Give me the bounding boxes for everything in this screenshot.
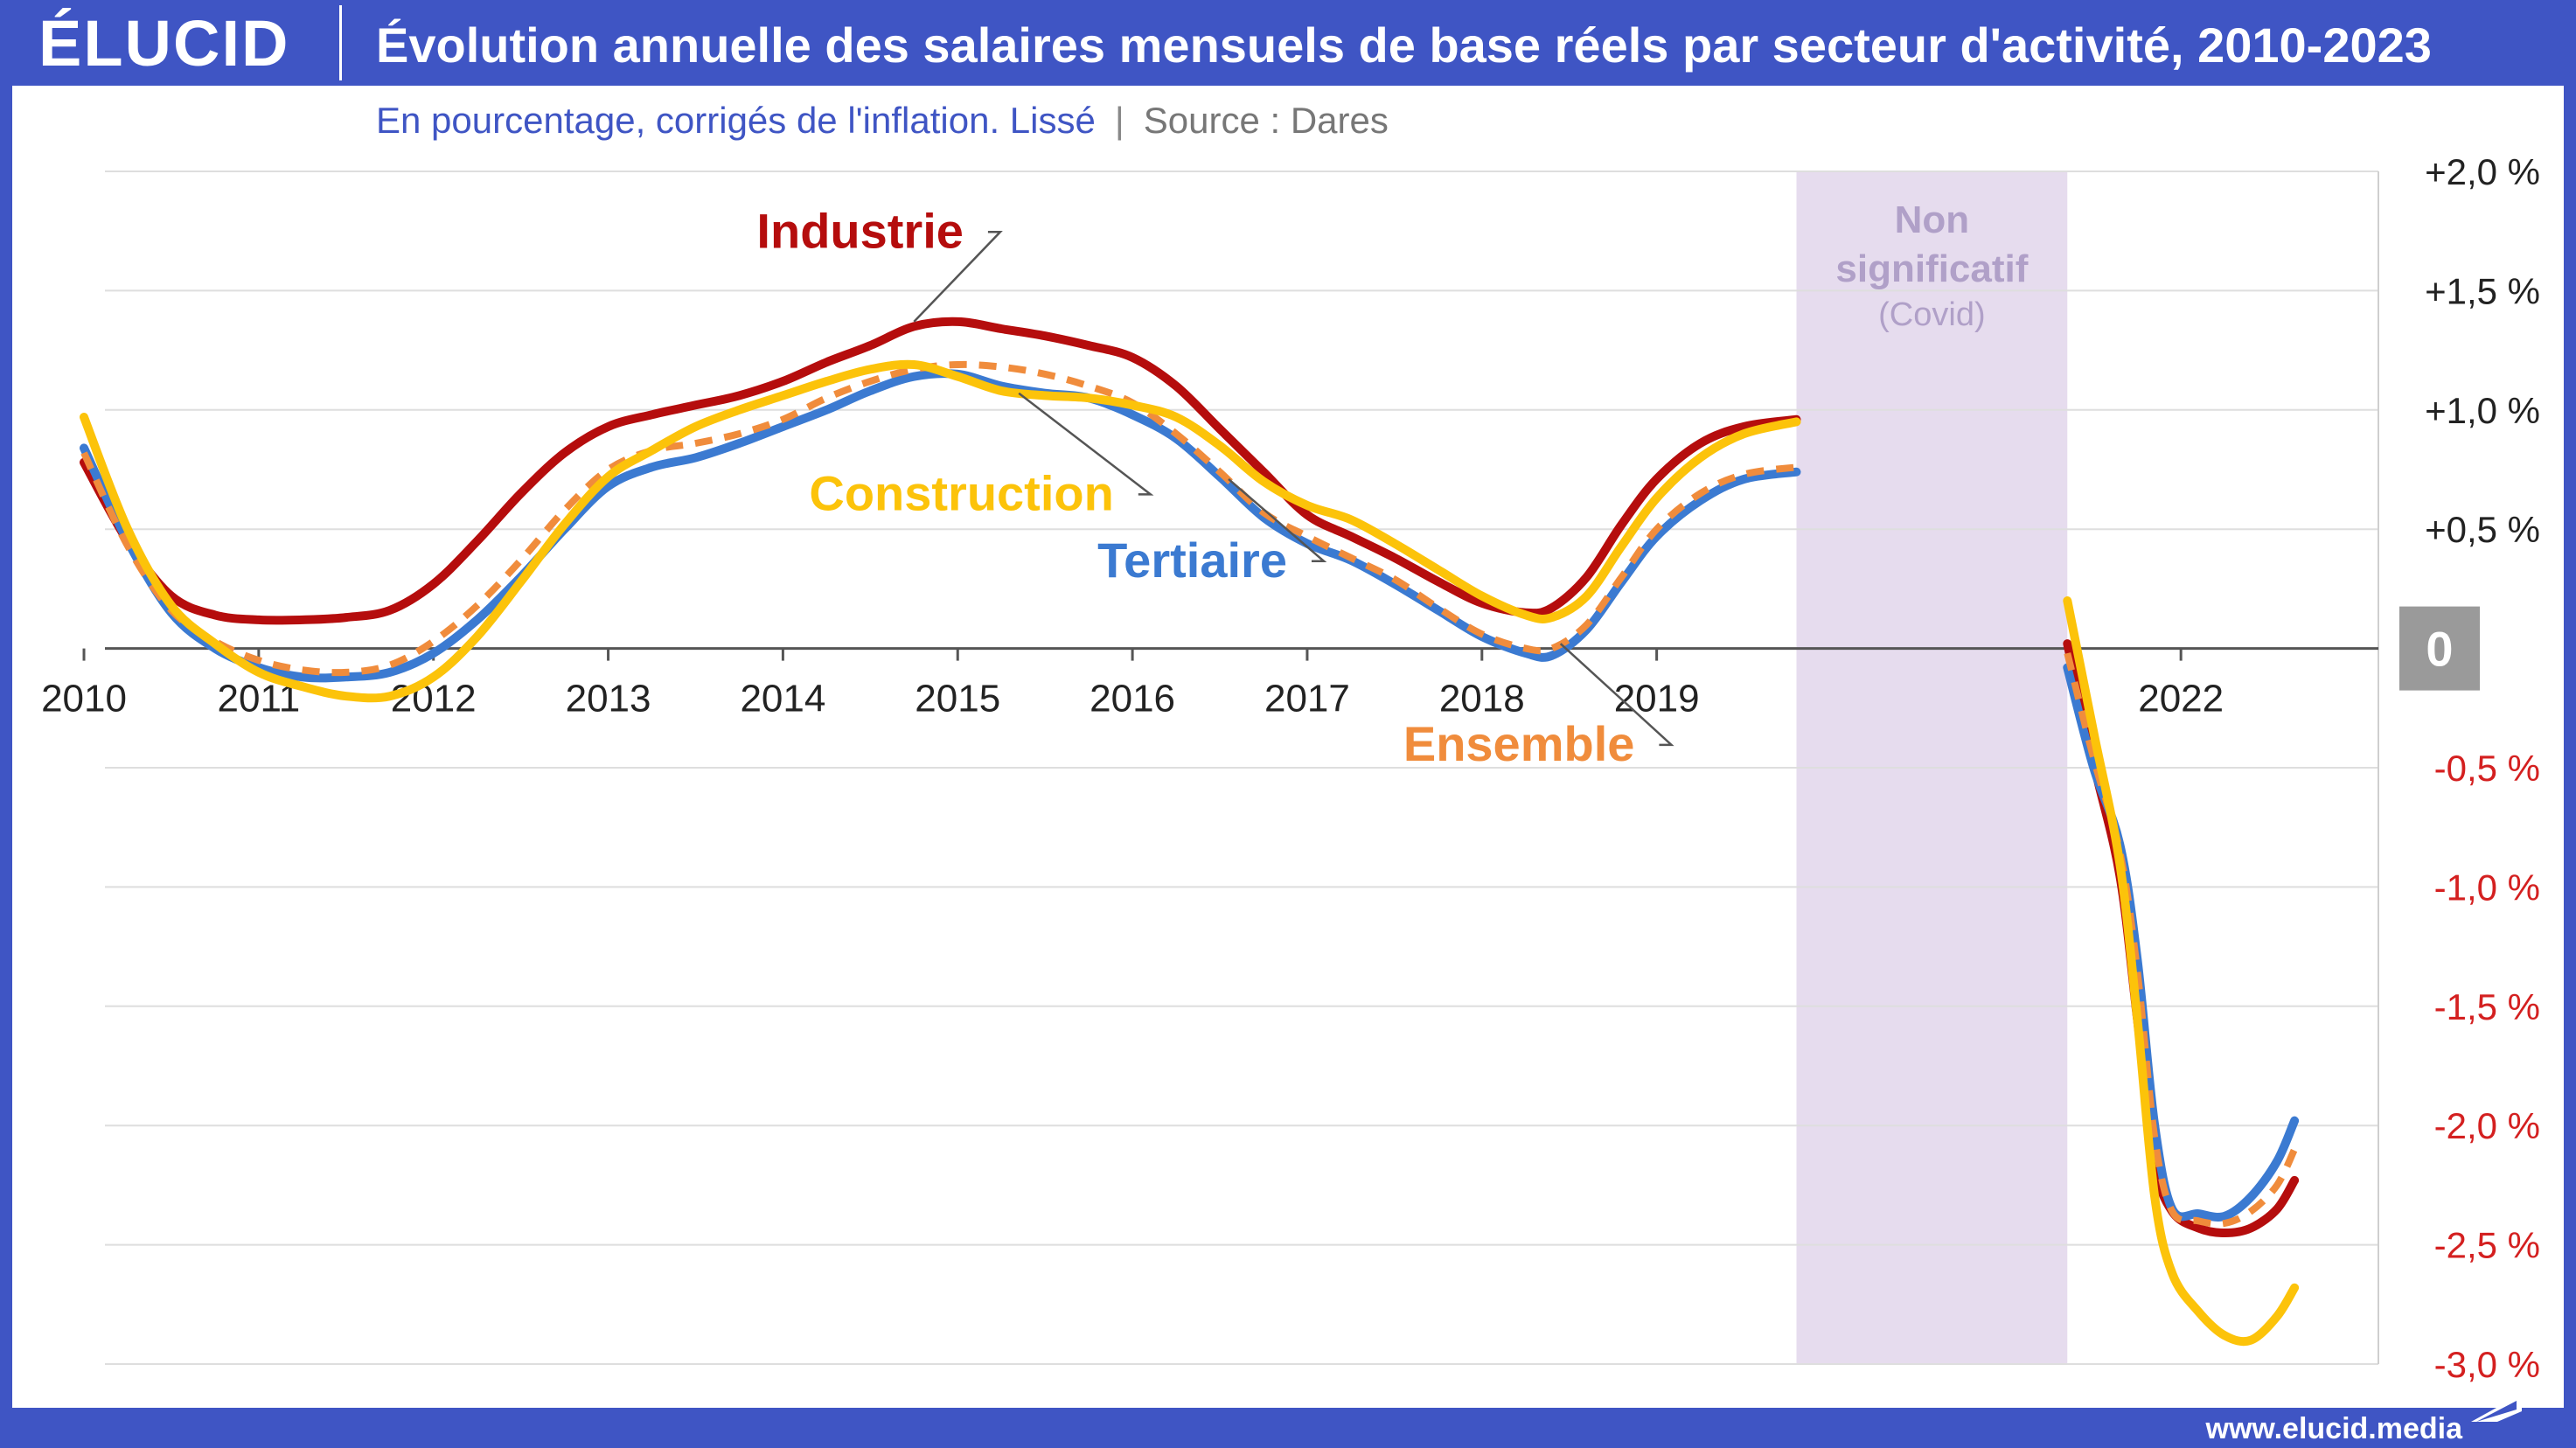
leader-line-industrie xyxy=(913,231,1003,323)
x-tick-label: 2012 xyxy=(391,678,477,721)
chart-panel xyxy=(12,86,2564,1408)
subtitle-description: En pourcentage, corrigés de l'inflation.… xyxy=(376,100,1096,141)
leader-line-construction xyxy=(1018,392,1154,496)
series-line-industrie xyxy=(2063,639,2300,1237)
covid-region-label-line: Non xyxy=(1895,198,1970,241)
y-tick-label: 0 xyxy=(2426,622,2453,677)
logo-separator xyxy=(339,5,342,80)
footer-url: www.elucid.media xyxy=(2205,1412,2462,1445)
brand-logo: ÉLUCID xyxy=(38,7,290,80)
chart-title: Évolution annuelle des salaires mensuels… xyxy=(376,17,2432,73)
y-tick-label: -1,0 % xyxy=(2434,867,2540,908)
source-label: Source : Dares xyxy=(1143,100,1389,141)
subtitle-separator: | xyxy=(1114,100,1124,141)
leader-line-tertiaire xyxy=(1228,477,1327,563)
elucid-mark-icon xyxy=(2471,1394,2522,1422)
x-tick-label: 2013 xyxy=(566,678,651,721)
chart-subtitle: En pourcentage, corrigés de l'inflation.… xyxy=(376,98,1389,143)
series-line-ensemble xyxy=(80,360,1798,677)
leader-line-ensemble xyxy=(1559,643,1674,747)
series-line-construction xyxy=(2063,596,2300,1347)
series-line-ensemble xyxy=(2064,652,2298,1228)
series-label-ensemble: Ensemble xyxy=(1403,716,1635,771)
zero-badge xyxy=(2399,606,2480,691)
y-tick-label: -1,5 % xyxy=(2434,986,2540,1027)
x-tick-label: 2014 xyxy=(740,678,825,721)
y-tick-label: -3,0 % xyxy=(2434,1344,2540,1385)
x-tick-label: 2022 xyxy=(2138,678,2224,721)
y-tick-label: -2,5 % xyxy=(2434,1225,2540,1266)
series-label-tertiaire: Tertiaire xyxy=(1097,533,1287,588)
y-tick-label: +2,0 % xyxy=(2425,151,2540,192)
y-tick-label: +1,5 % xyxy=(2425,270,2540,311)
x-tick-label: 2018 xyxy=(1439,678,1525,721)
header-bar: ÉLUCID Évolution annuelle des salaires m… xyxy=(0,0,2576,86)
x-tick-label: 2019 xyxy=(1614,678,1700,721)
x-tick-label: 2017 xyxy=(1264,678,1350,721)
series-label-construction: Construction xyxy=(809,465,1113,520)
series-line-tertiaire xyxy=(80,369,1801,683)
covid-region-label-line: significatif xyxy=(1835,247,2028,290)
x-tick-label: 2016 xyxy=(1090,678,1175,721)
y-tick-label: +1,0 % xyxy=(2425,390,2540,431)
series-line-construction xyxy=(80,359,1801,703)
series-label-industrie: Industrie xyxy=(756,203,963,258)
y-tick-label: -2,0 % xyxy=(2434,1105,2540,1146)
x-tick-label: 2010 xyxy=(41,678,127,721)
covid-region-label: Non significatif xyxy=(1835,198,2028,290)
y-tick-label: +0,5 % xyxy=(2425,509,2540,550)
x-tick-label: 2015 xyxy=(915,678,1000,721)
series-line-industrie xyxy=(80,317,1801,625)
covid-region-sublabel: (Covid) xyxy=(1878,296,1985,333)
y-tick-label: -0,5 % xyxy=(2434,748,2540,789)
